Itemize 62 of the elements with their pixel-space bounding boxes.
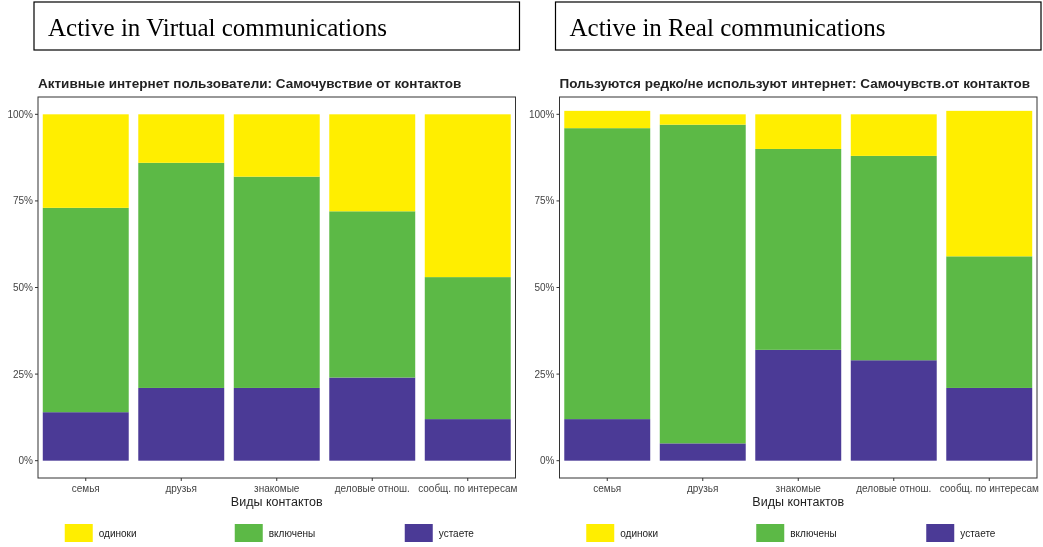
y-tick-label: 75%	[534, 195, 555, 207]
x-tick-label: друзья	[165, 483, 197, 494]
bar	[138, 162, 225, 388]
x-axis-title: Виды контактов	[230, 495, 324, 509]
legend-label: устаете	[438, 528, 475, 539]
y-tick-label: 0%	[540, 455, 555, 467]
bar	[850, 114, 937, 156]
bar	[424, 277, 511, 420]
bar	[233, 176, 320, 388]
y-tick-label: 25%	[12, 368, 34, 380]
x-tick-label: знакомые	[775, 483, 822, 494]
bar	[42, 412, 129, 461]
chart-title: Active in Real communications	[569, 14, 886, 41]
bar	[755, 349, 842, 461]
bar	[659, 124, 746, 444]
legend-label: одиноки	[98, 528, 137, 539]
bar	[564, 128, 651, 420]
legend-label: включены	[268, 528, 316, 539]
bar	[850, 155, 937, 361]
bar	[329, 114, 416, 212]
x-tick-label: сообщ. по интересам	[418, 483, 518, 494]
legend-label: одиноки	[620, 528, 659, 539]
y-tick-label: 25%	[534, 368, 555, 380]
bar	[564, 419, 651, 461]
bar	[424, 419, 511, 461]
bar	[755, 114, 842, 149]
x-tick-label: семья	[71, 483, 100, 494]
bar	[233, 114, 320, 177]
legend-label: устаете	[960, 528, 996, 539]
bar	[946, 387, 1033, 461]
bar	[424, 114, 511, 278]
x-axis-title: Виды контактов	[752, 495, 845, 509]
bar	[564, 110, 651, 129]
x-tick-label: деловые отнош.	[856, 483, 932, 494]
y-tick-label: 100%	[7, 108, 34, 120]
y-tick-label: 75%	[12, 195, 34, 207]
bar	[329, 211, 416, 378]
bar	[42, 114, 129, 208]
y-tick-label: 0%	[18, 455, 34, 467]
x-tick-label: деловые отнош.	[334, 483, 410, 494]
x-tick-label: знакомые	[254, 483, 300, 494]
bar	[659, 443, 746, 461]
bar	[850, 360, 937, 461]
chart-subtitle: Пользуются редко/не используют интернет: Самочувств.от контактов	[559, 76, 1031, 91]
bar	[755, 148, 842, 350]
bar	[329, 377, 416, 461]
x-tick-label: сообщ. по интересам	[939, 483, 1039, 494]
bar	[138, 114, 225, 163]
bar	[659, 114, 746, 125]
legend-label: включены	[790, 528, 837, 539]
x-tick-label: семья	[593, 483, 622, 494]
bar	[138, 387, 225, 461]
chart-subtitle: Активные интернет пользователи: Самочувствие от контактов	[38, 76, 462, 91]
bar	[946, 110, 1033, 257]
chart-title: Active in Virtual communications	[48, 14, 387, 41]
bar	[42, 207, 129, 413]
y-tick-label: 100%	[528, 108, 555, 120]
bar	[233, 387, 320, 461]
y-tick-label: 50%	[534, 282, 555, 293]
bar	[946, 256, 1033, 388]
y-tick-label: 50%	[12, 282, 34, 293]
x-tick-label: друзья	[687, 483, 719, 494]
